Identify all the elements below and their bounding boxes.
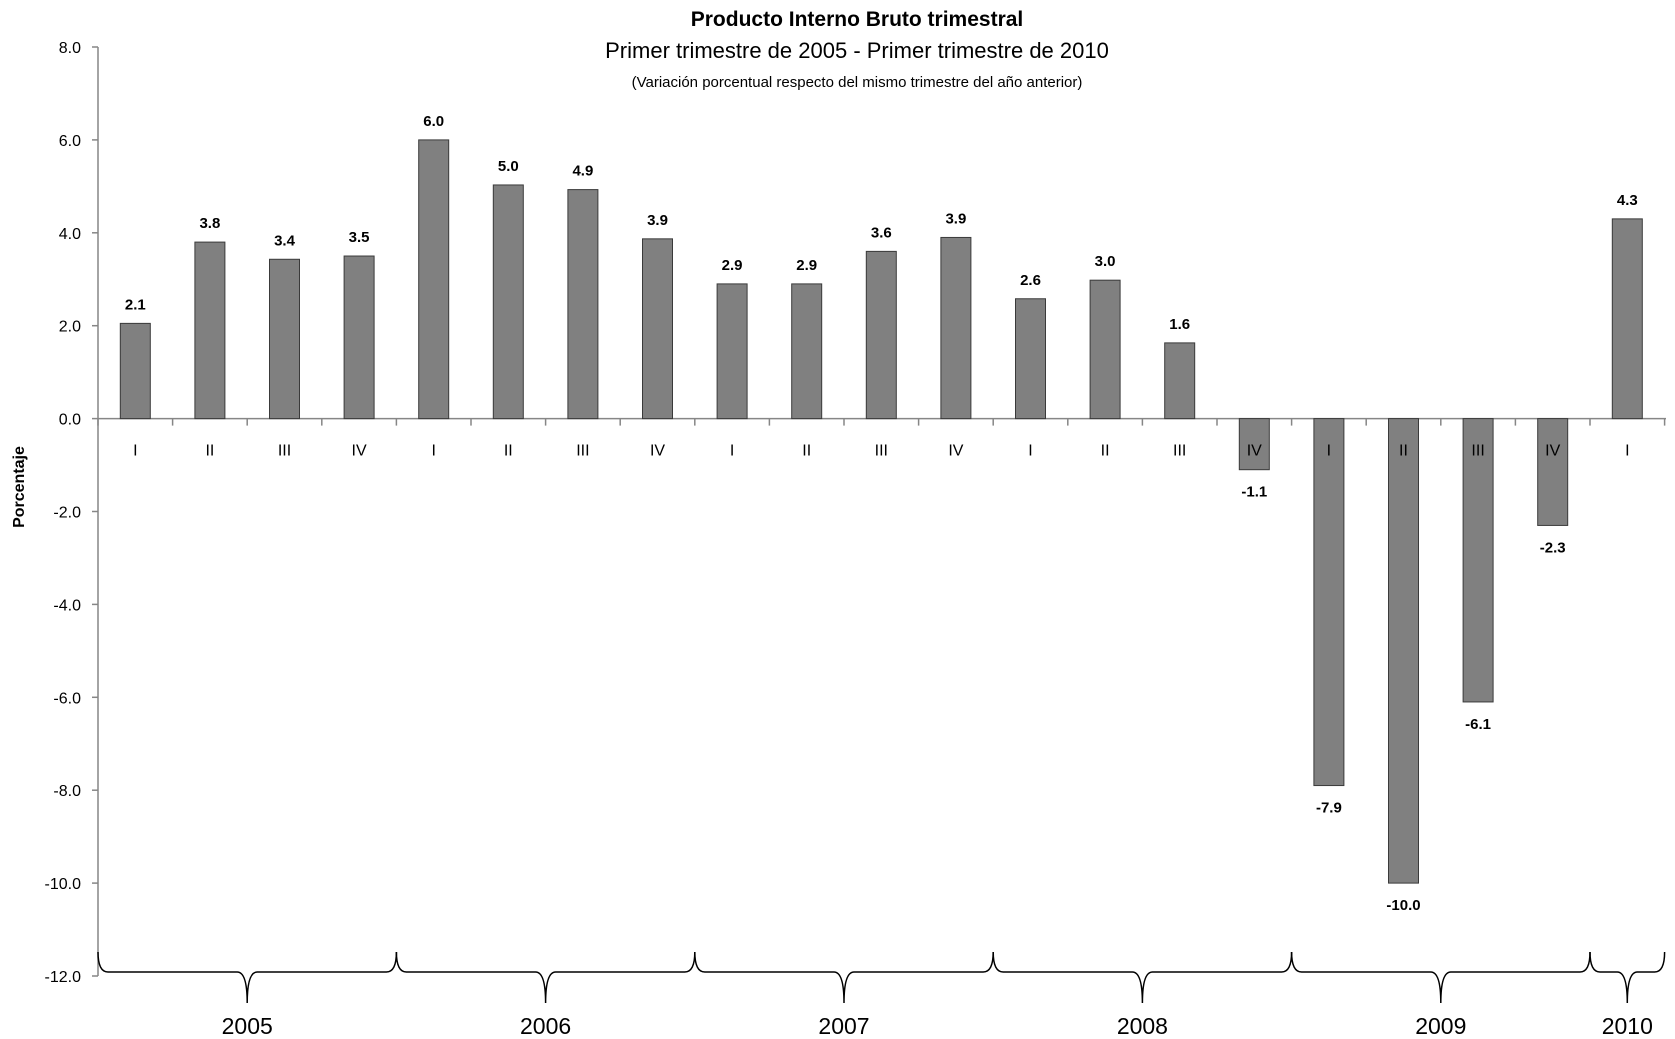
x-tick-label: IV [1545,443,1560,460]
bar [716,283,748,420]
data-label: -2.3 [1540,539,1566,556]
data-label: 2.1 [125,296,146,313]
chart-note: (Variación porcentual respecto del mismo… [632,74,1083,91]
year-brace [1589,951,1666,1004]
data-label: 2.6 [1020,272,1041,289]
y-tick-label: -10.0 [45,876,82,893]
y-tick-label: 8.0 [59,40,81,57]
x-tick-label: I [1028,443,1032,460]
bar [1388,418,1419,884]
bar [343,255,375,420]
bar [642,238,673,420]
bar [194,241,226,420]
data-label: 1.6 [1169,316,1190,333]
axes: 8.0 6.0 4.0 2.0 0.0 -2.0 -4.0 -6.0 -8.0 -10.0 -12.… [45,40,1666,986]
data-label: 3.9 [945,210,966,227]
data-label: 5.0 [498,158,519,175]
x-tick-label: III [576,443,589,460]
x-tick-label: II [1399,443,1408,460]
x-tick-label: II [1101,443,1110,460]
bar [1164,342,1196,420]
y-tick-label: 4.0 [59,226,81,243]
x-tick-label: I [133,443,137,460]
data-label: 3.5 [349,229,370,246]
data-label: -1.1 [1241,484,1267,501]
data-label: 3.4 [274,232,296,249]
x-tick-label: III [1471,443,1484,460]
year-groups: 2005 2006 2007 2008 2009 2010 [97,951,1666,1039]
y-tick-label: 0.0 [59,412,81,429]
year-brace [694,951,994,1004]
year-label: 2005 [222,1013,273,1039]
data-label: 6.0 [423,113,444,130]
x-tick-label: III [1173,443,1186,460]
data-label: 3.8 [199,215,220,232]
x-tick-label: II [205,443,214,460]
x-tick-label: II [802,443,811,460]
bar [567,189,599,420]
bar [418,139,450,420]
data-label: 2.9 [722,257,743,274]
year-label: 2007 [818,1013,869,1039]
y-tick-label: -2.0 [53,505,81,522]
bar [1089,279,1121,420]
data-label: 4.9 [572,163,593,180]
data-label: 3.0 [1095,253,1116,270]
x-tick-label: III [875,443,888,460]
x-tick-label: IV [352,443,367,460]
bar [1462,418,1494,703]
year-brace [395,951,696,1004]
chart-title: Producto Interno Bruto trimestral [691,8,1024,31]
x-tick-label: IV [1247,443,1262,460]
bar [940,236,972,420]
data-label: 2.9 [796,257,817,274]
data-label: -10.0 [1386,897,1420,914]
year-label: 2008 [1117,1013,1168,1039]
x-tick-label: I [1327,443,1331,460]
bar [791,283,823,420]
year-label: 2006 [520,1013,571,1039]
data-label: -6.1 [1465,716,1491,733]
year-brace [1290,951,1591,1004]
bar [492,184,524,420]
x-tick-label: I [431,443,435,460]
y-tick-label: -4.0 [53,597,81,614]
bar [1015,298,1046,420]
x-tick-label: IV [650,443,665,460]
bar [1313,418,1345,787]
chart-subtitle: Primer trimestre de 2005 - Primer trimes… [605,38,1109,63]
data-label: 4.3 [1617,192,1638,209]
data-label: 3.9 [647,212,668,229]
y-tick-label: -12.0 [45,969,82,986]
y-tick-label: 2.0 [59,319,81,336]
y-tick-label: -8.0 [53,783,81,800]
x-tick-label: I [730,443,734,460]
y-axis-label: Porcentaje [11,446,28,528]
bar [1537,418,1569,526]
x-tick-label: II [504,443,513,460]
y-tick-label: 6.0 [59,133,81,150]
bar [269,258,300,420]
bar [865,250,897,420]
year-brace [992,951,1293,1004]
bar [1238,418,1270,471]
x-tick-label: I [1625,443,1629,460]
year-brace [97,951,398,1004]
bar [119,322,151,420]
bars [119,139,1643,884]
year-label: 2009 [1415,1013,1466,1039]
x-tick-label: IV [948,443,963,460]
x-tick-label: III [278,443,291,460]
data-label: 3.6 [871,224,892,241]
y-tick-label: -6.0 [53,690,81,707]
bar [1611,218,1643,420]
year-label: 2010 [1602,1013,1653,1039]
data-labels: I2.1II3.8III3.4IV3.5I6.0II5.0III4.9IV3.9… [125,113,1638,914]
data-label: -7.9 [1316,800,1342,817]
